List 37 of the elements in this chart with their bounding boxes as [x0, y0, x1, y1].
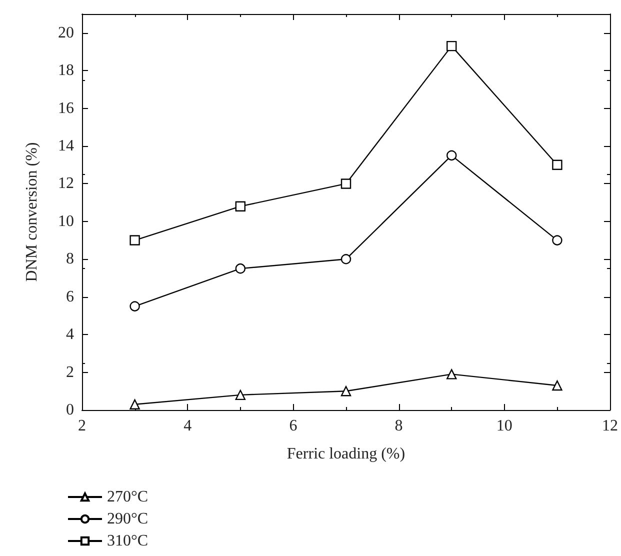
y-tick-label: 8: [66, 250, 74, 268]
x-axis-title: Ferric loading (%): [286, 446, 406, 462]
point: [235, 263, 246, 274]
y-tick-label: 14: [58, 138, 74, 154]
y-tick-label: 10: [58, 212, 74, 230]
point: [446, 369, 457, 380]
x-tick-label: 2: [78, 418, 86, 434]
legend-label: 270°C: [107, 488, 148, 506]
point: [340, 178, 352, 189]
point: [235, 390, 246, 400]
y-axis-title: DNM conversion (%): [24, 142, 40, 282]
point: [446, 150, 457, 161]
point: [130, 301, 140, 312]
point: [446, 40, 457, 52]
x-tick-label: 10: [496, 418, 512, 434]
point: [552, 235, 562, 246]
y-tick-label: 20: [58, 24, 74, 42]
y-tick-label: 12: [58, 175, 74, 192]
legend-label: 310°C: [107, 532, 148, 550]
x-tick-label: 8: [394, 418, 403, 434]
legend-label: 290°C: [107, 510, 148, 528]
y-tick-label: 0: [66, 402, 74, 418]
y-tick-label: 2: [66, 364, 74, 381]
point: [340, 386, 352, 396]
point: [552, 160, 562, 170]
x-tick-label: 4: [184, 418, 192, 434]
y-tick-label: 4: [66, 326, 74, 344]
point: [235, 201, 246, 212]
point: [552, 380, 562, 391]
point: [340, 254, 352, 264]
y-tick-label: 16: [58, 100, 74, 117]
y-tick-label: 6: [66, 288, 74, 306]
y-tick-label: 18: [58, 62, 74, 80]
x-tick-label: 6: [289, 418, 298, 434]
point: [130, 399, 140, 410]
point: [130, 235, 140, 246]
x-tick-label: 12: [602, 418, 618, 434]
